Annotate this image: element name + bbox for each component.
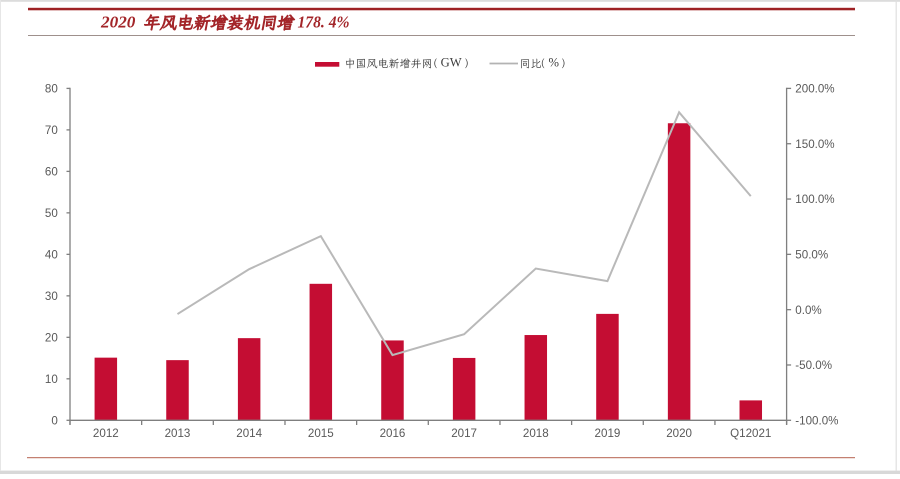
svg-text:50.0%: 50.0% — [795, 249, 828, 262]
svg-text:60: 60 — [45, 166, 58, 179]
svg-text:200.0%: 200.0% — [795, 83, 834, 96]
svg-text:%: % — [549, 55, 560, 69]
svg-text:-50.0%: -50.0% — [795, 359, 832, 372]
svg-text:2015: 2015 — [308, 427, 334, 440]
svg-text:GW: GW — [441, 55, 462, 69]
svg-text:178. 4%: 178. 4% — [298, 13, 350, 32]
svg-text:2018: 2018 — [523, 427, 549, 440]
svg-text:2016: 2016 — [380, 427, 406, 440]
svg-text:30: 30 — [45, 290, 58, 303]
svg-text:150.0%: 150.0% — [795, 138, 834, 151]
svg-text:2012: 2012 — [93, 427, 119, 440]
svg-text:0: 0 — [51, 415, 57, 428]
svg-text:2013: 2013 — [165, 427, 191, 440]
svg-text:2017: 2017 — [451, 427, 477, 440]
svg-text:100.0%: 100.0% — [795, 193, 834, 206]
svg-text:70: 70 — [45, 124, 58, 137]
svg-text:40: 40 — [45, 249, 58, 262]
svg-text:Q12021: Q12021 — [730, 427, 771, 440]
svg-text:2020: 2020 — [100, 13, 136, 32]
svg-text:0.0%: 0.0% — [795, 304, 821, 317]
svg-text:2014: 2014 — [236, 427, 262, 440]
svg-text:2019: 2019 — [595, 427, 621, 440]
svg-text:80: 80 — [45, 83, 58, 96]
svg-text:2020: 2020 — [666, 427, 692, 440]
svg-text:20: 20 — [45, 332, 58, 345]
svg-text:-100.0%: -100.0% — [795, 415, 838, 428]
svg-text:10: 10 — [45, 373, 58, 386]
svg-text:50: 50 — [45, 207, 58, 220]
